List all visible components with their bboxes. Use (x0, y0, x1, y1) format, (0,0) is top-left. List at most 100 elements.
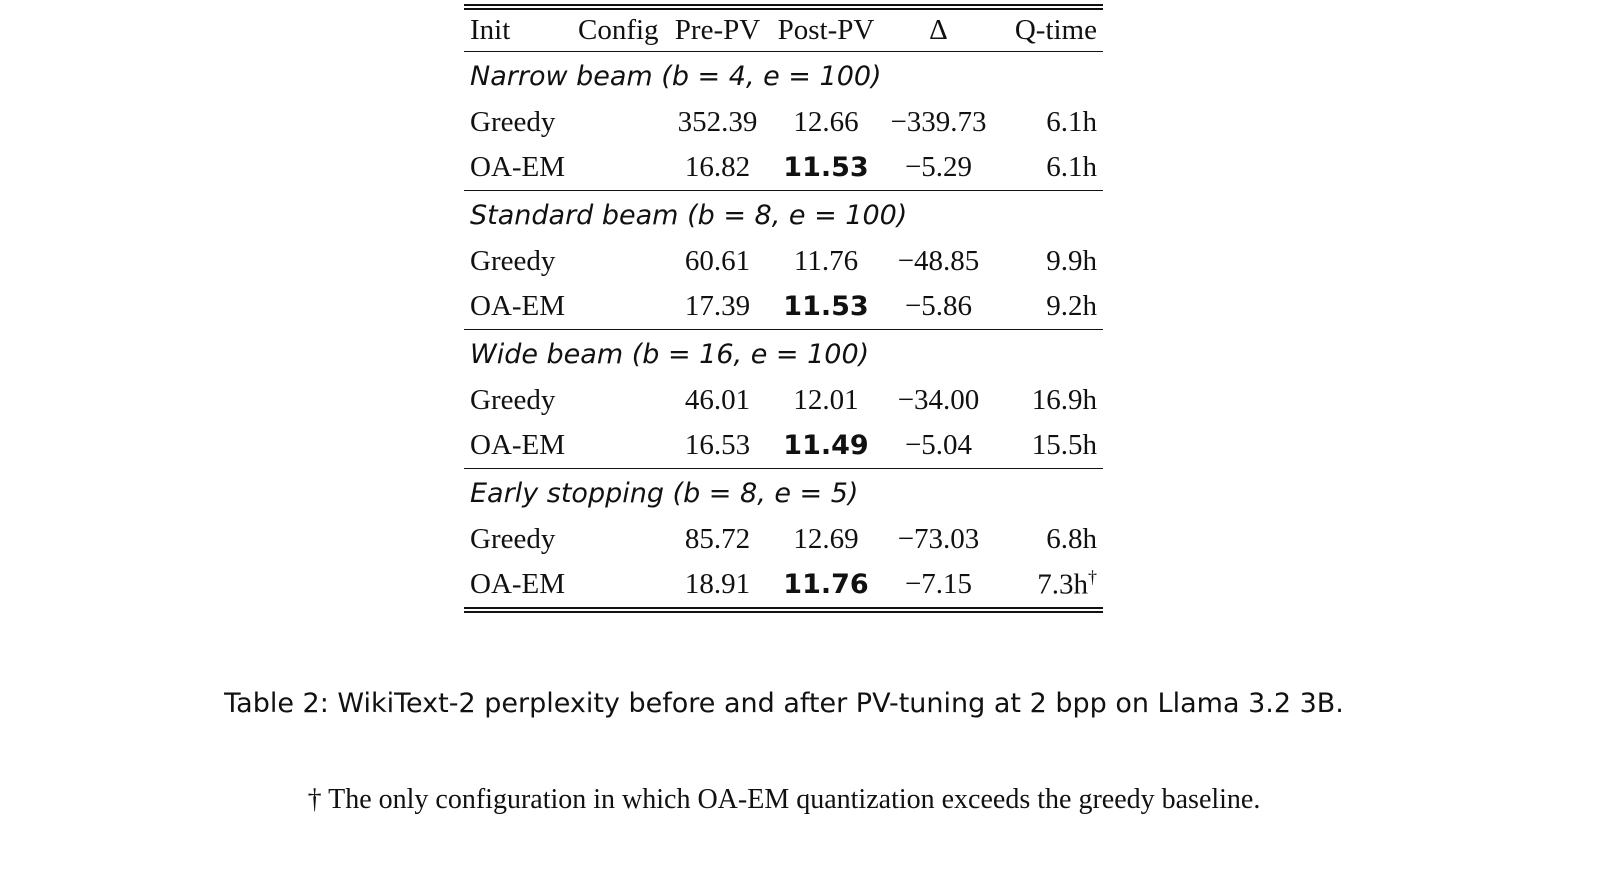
cell-text: 18.91 (684, 568, 751, 600)
cell-text: 11.53 (783, 152, 869, 183)
cell-text: −339.73 (890, 106, 987, 138)
data-row: OA-EM 16.82 11.53 −5.29 6.1h (464, 145, 1103, 191)
data-row: OA-EM 17.39 11.53 −5.86 9.2h (464, 284, 1103, 330)
empty-cell (572, 517, 664, 562)
empty-cell (572, 378, 664, 423)
cell-pre: 18.91 (664, 562, 771, 610)
cell-text: −48.85 (897, 245, 980, 277)
cell-text: 9.2h (1046, 290, 1097, 322)
cell-qtime: 7.3h† (996, 562, 1103, 610)
cell-pre: 85.72 (664, 517, 771, 562)
cell-text: 85.72 (684, 523, 751, 555)
cell-text: Greedy (470, 106, 556, 138)
header-cell: Init (464, 7, 572, 52)
cell-qtime: 6.1h (996, 100, 1103, 145)
cell-delta: −73.03 (881, 517, 996, 562)
table-wrap: Init Config Pre-PV Post-PV Δ Q-time Narrow be… (464, 4, 1103, 613)
header-cell: Config (572, 7, 664, 52)
cell-post: 12.66 (771, 100, 881, 145)
cell-post: 11.53 (771, 284, 881, 330)
data-row: OA-EM 16.53 11.49 −5.04 15.5h (464, 423, 1103, 469)
cell-text: 16.53 (684, 429, 751, 461)
cell-init: OA-EM (464, 145, 572, 191)
cell-post: 12.01 (771, 378, 881, 423)
cell-text: 60.61 (684, 245, 751, 277)
cell-pre: 17.39 (664, 284, 771, 330)
cell-text: 6.1h (1046, 106, 1097, 138)
cell-pre: 16.53 (664, 423, 771, 469)
cell-text: OA-EM (470, 568, 566, 600)
cell-text: OA-EM (470, 151, 566, 183)
cell-text: 15.5h (1031, 429, 1097, 461)
empty-cell (572, 239, 664, 284)
cell-delta: −339.73 (881, 100, 996, 145)
empty-cell (572, 100, 664, 145)
cell-text: OA-EM (470, 290, 566, 322)
cell-qtime: 6.8h (996, 517, 1103, 562)
cell-init: OA-EM (464, 284, 572, 330)
group-row: Early stopping (b = 8, e = 5) (464, 468, 1103, 517)
cell-text: 7.3h (1037, 568, 1088, 601)
cell-init: Greedy (464, 517, 572, 562)
cell-delta: −5.04 (881, 423, 996, 469)
cell-text: 46.01 (684, 384, 751, 416)
group-title: Wide beam (b = 16, e = 100) (464, 329, 1103, 378)
results-table: Init Config Pre-PV Post-PV Δ Q-time Narrow be… (464, 4, 1103, 613)
cell-text: 9.9h (1046, 245, 1097, 277)
cell-text: −73.03 (897, 523, 980, 555)
cell-qtime: 16.9h (996, 378, 1103, 423)
footnote: † The only configuration in which OA-EM … (307, 784, 1261, 815)
table-body: Narrow beam (b = 4, e = 100) Greedy 352.39… (464, 52, 1103, 611)
cell-qtime: 9.9h (996, 239, 1103, 284)
header-cell: Δ (881, 7, 996, 52)
cell-text: 11.76 (793, 245, 859, 277)
cell-pre: 46.01 (664, 378, 771, 423)
cell-qtime: 15.5h (996, 423, 1103, 469)
group-row: Standard beam (b = 8, e = 100) (464, 190, 1103, 239)
cell-text: 12.69 (793, 523, 859, 555)
cell-text: 6.8h (1046, 523, 1097, 555)
cell-delta: −7.15 (881, 562, 996, 610)
cell-text: −7.15 (904, 568, 973, 600)
cell-text: 17.39 (684, 290, 751, 322)
cell-init: Greedy (464, 378, 572, 423)
cell-pre: 60.61 (664, 239, 771, 284)
data-row: Greedy 352.39 12.66 −339.73 6.1h (464, 100, 1103, 145)
caption: Table 2: WikiText-2 perplexity before an… (224, 688, 1344, 719)
header-row: Init Config Pre-PV Post-PV Δ Q-time (464, 7, 1103, 52)
cell-pre: 352.39 (664, 100, 771, 145)
data-row: Greedy 46.01 12.01 −34.00 16.9h (464, 378, 1103, 423)
empty-cell (572, 284, 664, 330)
cell-delta: −5.86 (881, 284, 996, 330)
group-title: Early stopping (b = 8, e = 5) (464, 468, 1103, 517)
cell-post: 11.53 (771, 145, 881, 191)
cell-init: OA-EM (464, 562, 572, 610)
cell-text: −5.04 (904, 429, 973, 461)
cell-text: 12.01 (793, 384, 859, 416)
cell-text: −5.86 (904, 290, 973, 322)
cell-text: −34.00 (897, 384, 980, 416)
header-cell: Q-time (996, 7, 1103, 52)
data-row: Greedy 85.72 12.69 −73.03 6.8h (464, 517, 1103, 562)
header-cell: Post-PV (771, 7, 881, 52)
cell-text: 352.39 (677, 106, 758, 138)
data-row: OA-EM 18.91 11.76 −7.15 7.3h† (464, 562, 1103, 610)
group-title: Narrow beam (b = 4, e = 100) (470, 60, 882, 92)
cell-post: 11.76 (771, 239, 881, 284)
cell-delta: −5.29 (881, 145, 996, 191)
cell-post: 11.49 (771, 423, 881, 469)
cell-text: 11.53 (783, 291, 869, 322)
header-cell: Pre-PV (664, 7, 771, 52)
data-row: Greedy 60.61 11.76 −48.85 9.9h (464, 239, 1103, 284)
cell-init: Greedy (464, 100, 572, 145)
cell-text: OA-EM (470, 429, 566, 461)
cell-text: −5.29 (904, 151, 973, 183)
cell-text: 11.76 (783, 569, 869, 600)
group-row: Wide beam (b = 16, e = 100) (464, 329, 1103, 378)
empty-cell (572, 145, 664, 191)
cell-text: 16.9h (1031, 384, 1097, 416)
cell-post: 11.76 (771, 562, 881, 610)
cell-qtime: 9.2h (996, 284, 1103, 330)
cell-text: Greedy (470, 245, 556, 277)
